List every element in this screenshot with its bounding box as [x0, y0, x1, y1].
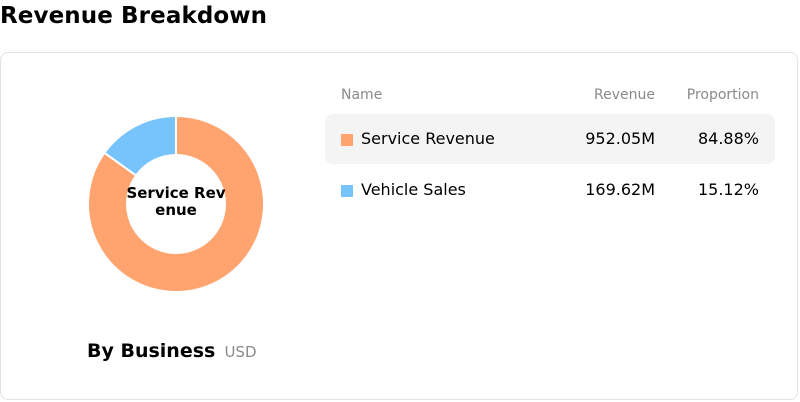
row-proportion: 84.88% — [697, 129, 759, 148]
row-proportion: 15.12% — [697, 180, 759, 199]
donut-center-label: Service Revenue — [126, 184, 226, 219]
donut-slice-vehicle-sales[interactable] — [103, 115, 177, 177]
caption-title: By Business — [87, 340, 216, 362]
header-revenue: Revenue — [594, 87, 655, 103]
header-name: Name — [341, 87, 383, 103]
revenue-card: Service Revenue By Business USD Name Rev… — [0, 52, 798, 400]
table-row[interactable]: Service Revenue 952.05M 84.88% — [325, 114, 775, 164]
donut-chart-svg — [87, 115, 265, 293]
caption-unit: USD — [224, 343, 257, 361]
donut-slice-service-revenue[interactable] — [87, 115, 265, 293]
donut-chart: Service Revenue — [87, 115, 265, 293]
table-row[interactable]: Vehicle Sales 169.62M 15.12% — [325, 165, 775, 215]
legend-swatch-service-revenue — [341, 134, 353, 146]
legend-swatch-vehicle-sales — [341, 185, 353, 197]
row-revenue: 169.62M — [585, 180, 655, 199]
chart-caption: By Business USD — [87, 336, 257, 366]
row-name: Vehicle Sales — [361, 180, 466, 199]
page-title: Revenue Breakdown — [0, 3, 268, 29]
table-header: Name Revenue Proportion — [325, 85, 775, 107]
header-proportion: Proportion — [686, 87, 759, 103]
row-revenue: 952.05M — [585, 129, 655, 148]
row-name: Service Revenue — [361, 129, 495, 148]
